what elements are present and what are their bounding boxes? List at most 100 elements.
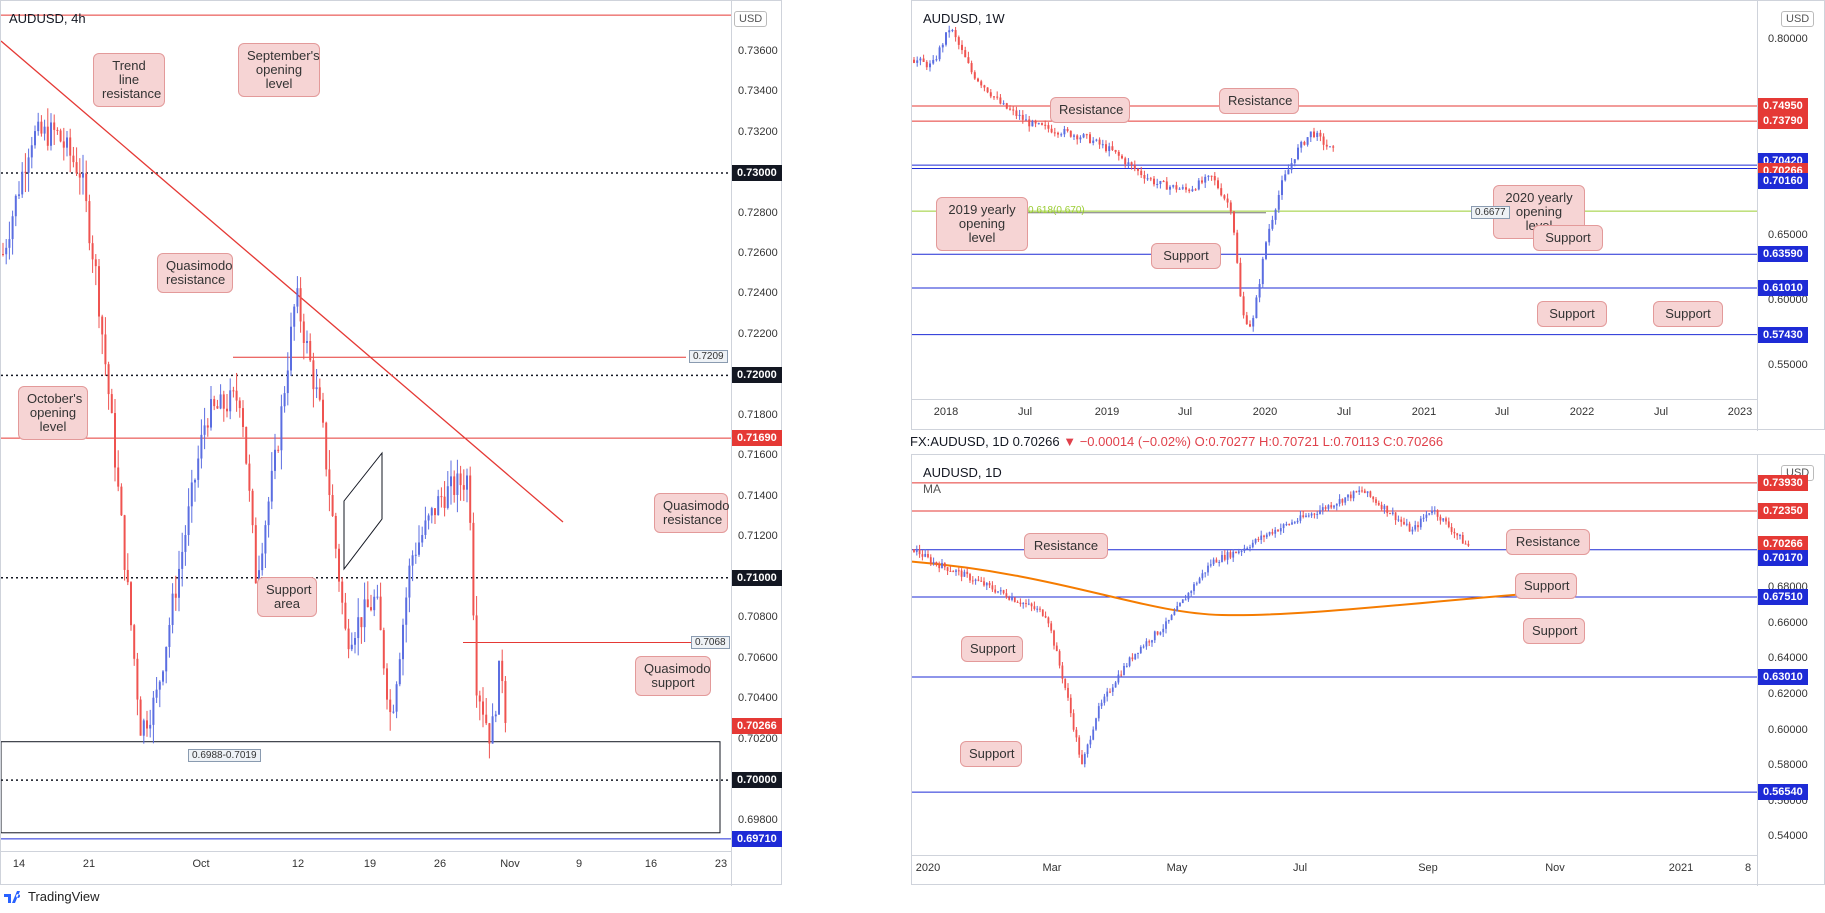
candle-body: [1229, 552, 1232, 558]
candle-body: [1057, 132, 1059, 135]
candle-body: [14, 195, 17, 217]
candle-body: [1037, 123, 1040, 125]
price-tick: 0.62000: [1768, 688, 1808, 700]
chart-title: AUDUSD, 4h: [9, 11, 86, 26]
candle-body: [1153, 178, 1155, 185]
candle-body: [949, 570, 952, 572]
candle-body: [1411, 529, 1414, 532]
candle-body: [1012, 109, 1015, 111]
candle-body: [1277, 529, 1279, 532]
candle-body: [59, 130, 62, 142]
candle-body: [421, 534, 424, 543]
candle-body: [491, 716, 494, 744]
candle-body: [986, 87, 989, 93]
candle-body: [1156, 631, 1159, 635]
candle-body: [1252, 318, 1255, 327]
candle-body: [1170, 615, 1173, 620]
price-label: 0.69710: [732, 830, 782, 847]
chart-panel-1d[interactable]: AUDUSD, 1D MA USD 0.68000 0.66000 0.64000 0…: [911, 454, 1825, 887]
time-axis-1w[interactable]: [912, 399, 1757, 432]
candle-body: [1349, 494, 1352, 499]
candle-body: [1436, 510, 1439, 517]
candle-body: [1178, 188, 1181, 190]
candle-body: [918, 549, 921, 555]
time-tick: 26: [433, 858, 447, 870]
candle-body: [1287, 169, 1290, 175]
candle-body: [395, 684, 398, 712]
candle-body: [985, 582, 988, 586]
currency-badge[interactable]: USD: [1781, 11, 1815, 27]
candle-body: [1101, 144, 1104, 146]
support-area-box[interactable]: [1, 741, 721, 834]
price-label: 0.56540: [1758, 784, 1808, 801]
candle-body: [1285, 524, 1288, 526]
time-axis-1d[interactable]: [912, 855, 1757, 887]
candle-body: [983, 85, 986, 88]
candle-body: [1125, 665, 1128, 667]
candle-body: [1194, 189, 1197, 191]
annotation-label: Support: [961, 636, 1023, 662]
candle-body: [437, 496, 440, 516]
candle-body: [1134, 653, 1137, 660]
time-tick: 12: [291, 858, 305, 870]
plot-4h[interactable]: [1, 1, 731, 851]
candle-body: [938, 47, 941, 60]
chart-panel-4h[interactable]: AUDUSD, 4h USD 0.73600 0.73400 0.73200 0.72…: [0, 0, 784, 887]
currency-badge[interactable]: USD: [734, 11, 768, 27]
candle-body: [1226, 198, 1229, 203]
candle-body: [1124, 158, 1127, 165]
candle-body: [478, 695, 481, 702]
candle-body: [88, 201, 91, 244]
candle-body: [206, 425, 209, 428]
candle-body: [427, 515, 430, 521]
candle-body: [1403, 521, 1405, 525]
candle-body: [139, 699, 142, 736]
price-tick: 0.66000: [1768, 616, 1808, 629]
plot-1d[interactable]: [912, 455, 1757, 855]
price-axis-4h[interactable]: [731, 1, 784, 886]
candle-body: [915, 549, 918, 553]
candle-body: [1097, 706, 1100, 719]
price-axis-1w[interactable]: [1757, 1, 1825, 431]
price-tag: 0.7068: [691, 635, 730, 649]
candle-body: [62, 141, 65, 148]
price-tick: 0.71200: [738, 530, 778, 543]
candle-body: [488, 723, 491, 744]
annotation-label: Resistance: [1219, 88, 1299, 114]
candle-body: [1445, 518, 1447, 522]
price-label: 0.73000: [732, 165, 782, 182]
candle-body: [1316, 513, 1319, 515]
candle-body: [1105, 144, 1107, 152]
plot-1w[interactable]: [912, 1, 1757, 399]
candle-body: [1137, 168, 1139, 171]
candle-body: [171, 593, 174, 625]
trend-line[interactable]: [1, 40, 564, 523]
time-tick: 2018: [933, 406, 959, 418]
candle-body: [331, 495, 334, 516]
time-axis-4h[interactable]: [1, 851, 731, 887]
candle-body: [1021, 114, 1024, 120]
candle-body: [69, 137, 72, 156]
indicator-label: MA: [923, 482, 941, 496]
candle-body: [1233, 211, 1235, 233]
candle-body: [261, 553, 264, 571]
candle-body: [168, 624, 171, 647]
price-label: 0.72000: [732, 367, 782, 384]
price-axis-1d[interactable]: [1757, 455, 1825, 886]
candle-body: [1210, 175, 1213, 177]
candle-body: [1313, 131, 1315, 137]
candle-body: [1027, 603, 1030, 605]
candle-body: [1325, 144, 1328, 147]
candle-body: [1419, 518, 1422, 528]
chart-panel-1w[interactable]: AUDUSD, 1W USD 0.800000.750000.650000.60…: [911, 0, 1825, 432]
tradingview-logo[interactable]: TradingView: [4, 889, 100, 904]
candle-body: [315, 387, 318, 390]
candle-body: [1274, 529, 1277, 534]
pattern-channel[interactable]: [343, 451, 383, 571]
candle-body: [1041, 609, 1044, 616]
candle-body: [283, 393, 286, 407]
candle-body: [1361, 490, 1363, 492]
price-label: 0.70160: [1758, 172, 1808, 189]
price-tick: 0.71600: [738, 449, 778, 462]
candle-body: [1047, 125, 1050, 129]
